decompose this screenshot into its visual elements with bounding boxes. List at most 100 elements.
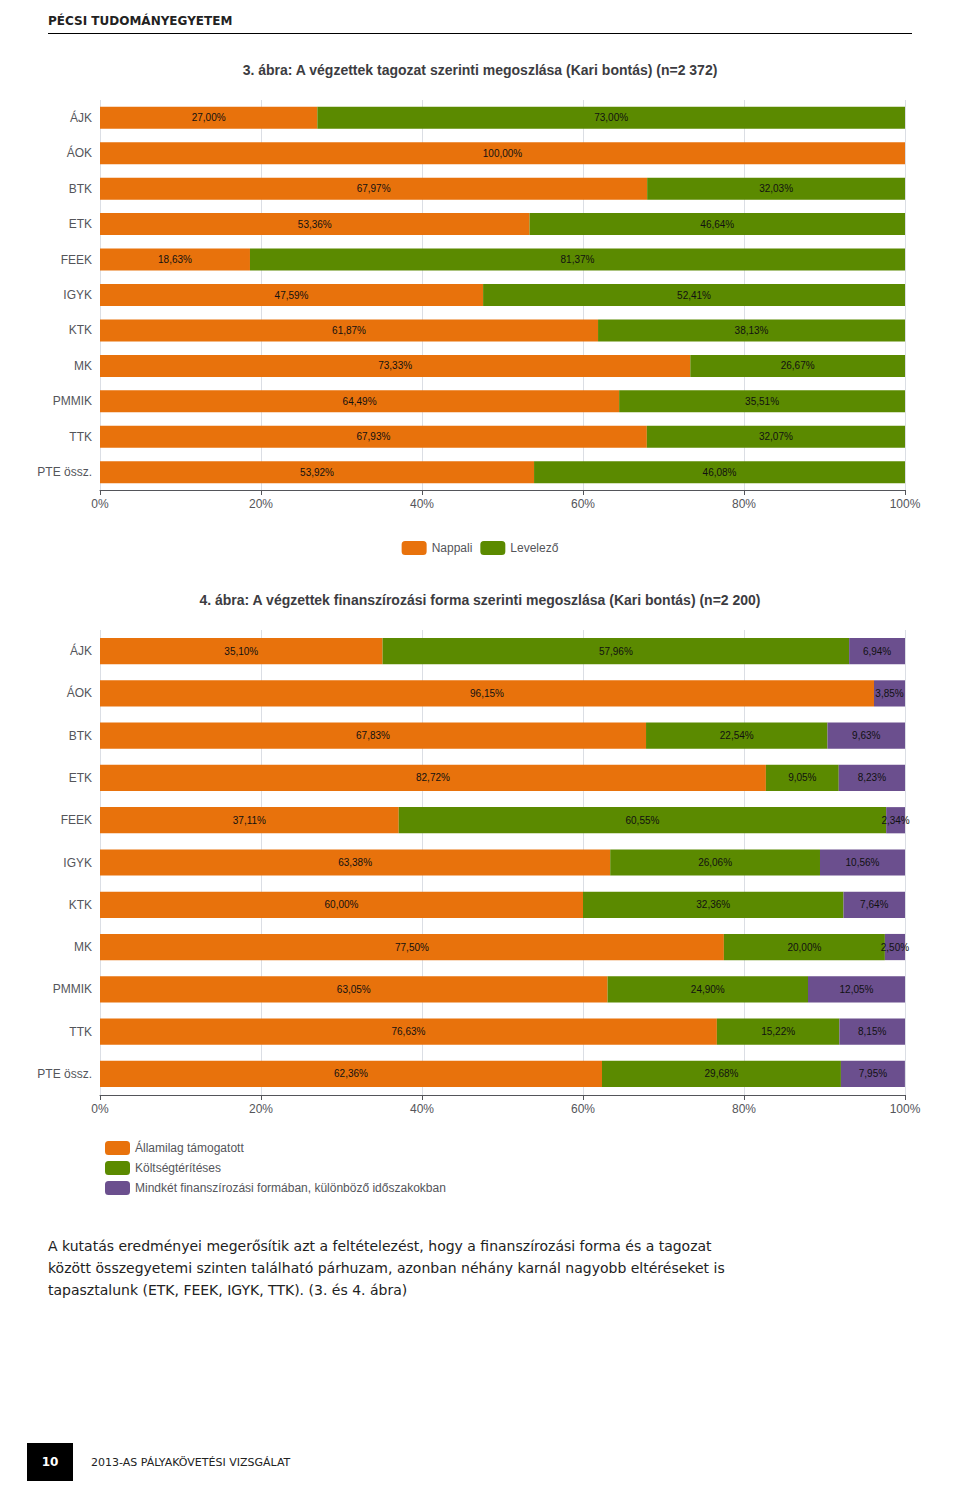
svg-text:6,94%: 6,94% <box>863 646 891 657</box>
svg-text:PMMIK: PMMIK <box>53 394 92 408</box>
svg-text:12,05%: 12,05% <box>840 984 874 995</box>
svg-text:26,67%: 26,67% <box>781 360 815 371</box>
svg-text:8,15%: 8,15% <box>858 1026 886 1037</box>
svg-text:60,55%: 60,55% <box>625 815 659 826</box>
html-text:PÉCSI TUDOMÁNYEGYETEM: PÉCSI TUDOMÁNYEGYETEM <box>48 14 233 28</box>
svg-text:2,50%: 2,50% <box>881 942 909 953</box>
svg-text:46,64%: 46,64% <box>700 219 734 230</box>
svg-text:73,33%: 73,33% <box>378 360 412 371</box>
html-text:2013-AS PÁLYAKÖVETÉSI VIZSGÁLA: 2013-AS PÁLYAKÖVETÉSI VIZSGÁLAT <box>91 1455 291 1469</box>
svg-text:2,34%: 2,34% <box>881 815 909 826</box>
html-text:10: 10 <box>41 1455 59 1469</box>
svg-text:57,96%: 57,96% <box>599 646 633 657</box>
svg-text:3,85%: 3,85% <box>875 688 903 699</box>
svg-text:0%: 0% <box>91 1102 109 1116</box>
svg-text:67,97%: 67,97% <box>357 183 391 194</box>
svg-text:FEEK: FEEK <box>61 813 92 827</box>
svg-text:Levelező: Levelező <box>510 541 558 555</box>
svg-text:IGYK: IGYK <box>63 856 92 870</box>
svg-text:ETK: ETK <box>69 771 92 785</box>
svg-text:7,64%: 7,64% <box>860 899 888 910</box>
svg-text:76,63%: 76,63% <box>391 1026 425 1037</box>
svg-text:ÁOK: ÁOK <box>67 685 92 700</box>
svg-text:73,00%: 73,00% <box>594 112 628 123</box>
svg-text:Nappali: Nappali <box>432 541 473 555</box>
svg-text:BTK: BTK <box>69 182 92 196</box>
svg-text:PTE össz.: PTE össz. <box>37 1067 92 1081</box>
svg-text:TTK: TTK <box>69 430 92 444</box>
svg-text:46,08%: 46,08% <box>703 467 737 478</box>
svg-text:9,05%: 9,05% <box>788 772 816 783</box>
svg-text:KTK: KTK <box>69 898 92 912</box>
svg-text:80%: 80% <box>732 497 756 511</box>
svg-text:67,83%: 67,83% <box>356 730 390 741</box>
svg-text:IGYK: IGYK <box>63 288 92 302</box>
svg-text:32,07%: 32,07% <box>759 431 793 442</box>
svg-text:3. ábra: A végzettek tagozat s: 3. ábra: A végzettek tagozat szerinti me… <box>243 62 718 78</box>
svg-text:ETK: ETK <box>69 217 92 231</box>
svg-text:81,37%: 81,37% <box>561 254 595 265</box>
svg-text:Költségtérítéses: Költségtérítéses <box>135 1161 221 1175</box>
svg-text:PMMIK: PMMIK <box>53 982 92 996</box>
svg-text:53,36%: 53,36% <box>298 219 332 230</box>
svg-text:8,23%: 8,23% <box>858 772 886 783</box>
svg-text:9,63%: 9,63% <box>852 730 880 741</box>
svg-text:96,15%: 96,15% <box>470 688 504 699</box>
svg-text:60,00%: 60,00% <box>325 899 359 910</box>
svg-text:35,10%: 35,10% <box>224 646 258 657</box>
svg-text:64,49%: 64,49% <box>343 396 377 407</box>
svg-text:0%: 0% <box>91 497 109 511</box>
svg-text:Mindkét finanszírozási formába: Mindkét finanszírozási formában, különbö… <box>135 1181 446 1195</box>
svg-text:FEEK: FEEK <box>61 253 92 267</box>
svg-text:15,22%: 15,22% <box>761 1026 795 1037</box>
svg-text:20%: 20% <box>249 497 273 511</box>
svg-text:PTE össz.: PTE össz. <box>37 465 92 479</box>
svg-text:MK: MK <box>74 359 92 373</box>
svg-text:80%: 80% <box>732 1102 756 1116</box>
svg-text:26,06%: 26,06% <box>698 857 732 868</box>
svg-text:52,41%: 52,41% <box>677 290 711 301</box>
svg-text:Államilag támogatott: Államilag támogatott <box>135 1140 244 1155</box>
svg-text:32,36%: 32,36% <box>696 899 730 910</box>
svg-text:MK: MK <box>74 940 92 954</box>
svg-text:24,90%: 24,90% <box>691 984 725 995</box>
svg-text:63,38%: 63,38% <box>338 857 372 868</box>
svg-text:20,00%: 20,00% <box>787 942 821 953</box>
svg-text:37,11%: 37,11% <box>233 815 266 826</box>
svg-text:BTK: BTK <box>69 729 92 743</box>
html-text:között összegyetemi szinten ta: között összegyetemi szinten található pá… <box>48 1260 725 1276</box>
html-text:A kutatás eredményei megerősít: A kutatás eredményei megerősítik azt a f… <box>48 1238 712 1254</box>
svg-text:67,93%: 67,93% <box>356 431 390 442</box>
svg-text:61,87%: 61,87% <box>332 325 366 336</box>
svg-text:60%: 60% <box>571 497 595 511</box>
svg-text:18,63%: 18,63% <box>158 254 192 265</box>
svg-text:20%: 20% <box>249 1102 273 1116</box>
svg-text:40%: 40% <box>410 497 434 511</box>
svg-text:ÁJK: ÁJK <box>70 643 92 658</box>
svg-text:47,59%: 47,59% <box>275 290 309 301</box>
svg-text:ÁJK: ÁJK <box>70 110 92 125</box>
svg-text:ÁOK: ÁOK <box>67 145 92 160</box>
svg-text:100,00%: 100,00% <box>483 148 523 159</box>
svg-text:4. ábra: A végzettek finanszír: 4. ábra: A végzettek finanszírozási form… <box>199 592 760 608</box>
svg-text:7,95%: 7,95% <box>859 1068 887 1079</box>
html-text:tapasztalunk (ETK, FEEK, IGYK,: tapasztalunk (ETK, FEEK, IGYK, TTK). (3.… <box>48 1282 408 1298</box>
svg-text:62,36%: 62,36% <box>334 1068 368 1079</box>
svg-text:32,03%: 32,03% <box>759 183 793 194</box>
svg-text:60%: 60% <box>571 1102 595 1116</box>
svg-text:77,50%: 77,50% <box>395 942 429 953</box>
svg-text:TTK: TTK <box>69 1025 92 1039</box>
svg-text:82,72%: 82,72% <box>416 772 450 783</box>
svg-text:53,92%: 53,92% <box>300 467 334 478</box>
svg-text:KTK: KTK <box>69 323 92 337</box>
svg-text:100%: 100% <box>890 497 921 511</box>
svg-text:40%: 40% <box>410 1102 434 1116</box>
svg-text:22,54%: 22,54% <box>720 730 754 741</box>
svg-text:100%: 100% <box>890 1102 921 1116</box>
svg-text:29,68%: 29,68% <box>704 1068 738 1079</box>
svg-text:27,00%: 27,00% <box>192 112 226 123</box>
svg-text:38,13%: 38,13% <box>735 325 769 336</box>
svg-text:10,56%: 10,56% <box>846 857 880 868</box>
svg-text:63,05%: 63,05% <box>337 984 371 995</box>
svg-text:35,51%: 35,51% <box>745 396 779 407</box>
